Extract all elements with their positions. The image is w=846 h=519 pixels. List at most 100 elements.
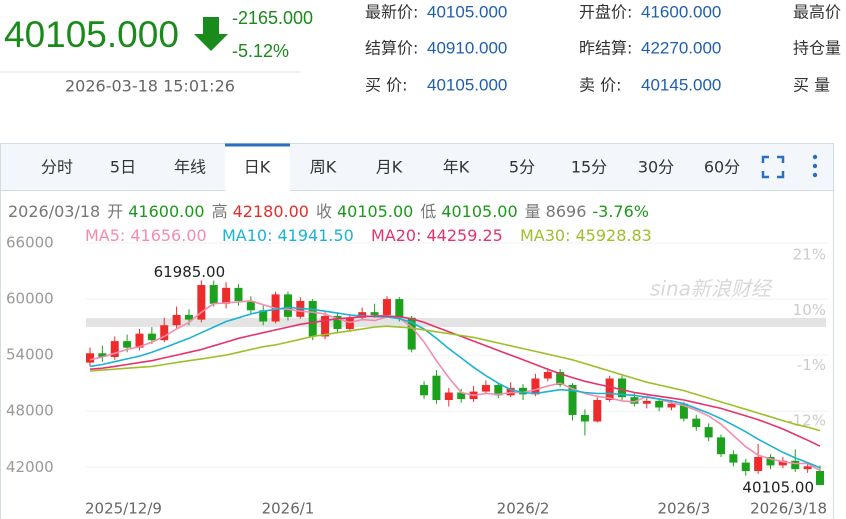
candle-body	[494, 385, 503, 396]
menu-icon[interactable]	[812, 154, 818, 178]
info-item: 低	[420, 202, 436, 221]
legend-name: MA20:	[371, 226, 422, 245]
candle-body	[160, 325, 169, 341]
tab-bar	[0, 143, 834, 191]
candle-body	[172, 314, 181, 326]
tab[interactable]: 5分	[509, 158, 535, 177]
candle-body	[741, 462, 750, 472]
candle-body	[630, 397, 639, 404]
quote-value: 40105.000	[427, 75, 507, 94]
info-item: 8696	[546, 202, 587, 221]
time: 2026-03-18 15:01:26	[65, 77, 235, 96]
legend-name: MA10:	[222, 226, 273, 245]
tab[interactable]: 分时	[41, 158, 73, 177]
candle-body	[308, 300, 317, 337]
legend-name: MA30:	[520, 226, 571, 245]
candle-body	[432, 375, 441, 400]
fullscreen-icon[interactable]	[761, 155, 785, 179]
tab[interactable]: 60分	[704, 158, 740, 177]
candle-body	[816, 471, 824, 485]
tab[interactable]: 日K	[244, 158, 271, 177]
active-tab	[225, 144, 290, 191]
candle-body	[197, 285, 206, 320]
candle-body	[506, 387, 515, 396]
candle-body	[568, 385, 577, 415]
quote-label: 最新价:	[365, 3, 418, 22]
candle-body	[407, 317, 416, 350]
candle-body	[333, 315, 342, 329]
price: 40105.000	[4, 14, 179, 55]
legend-entry: MA10: 41941.50	[222, 226, 354, 245]
candle-body	[234, 287, 243, 301]
candle-body	[593, 399, 602, 422]
quote-label: 持仓量	[793, 39, 841, 58]
candle-body	[457, 392, 466, 400]
tab[interactable]: 5日	[110, 158, 136, 177]
info-item: 2026/03/18	[8, 202, 100, 221]
candle-body	[283, 294, 292, 317]
info-item: 高	[212, 202, 228, 221]
info-item: 开	[107, 202, 123, 221]
candle-body	[420, 385, 429, 396]
candle-body	[679, 403, 688, 419]
candle-body	[98, 353, 107, 358]
candle-body	[395, 299, 404, 318]
quote-value: 42270.000	[641, 38, 721, 57]
candle-body	[556, 371, 565, 386]
highlight-band	[86, 318, 826, 327]
candle-body	[729, 454, 738, 463]
candle-body	[321, 315, 330, 337]
tab[interactable]: 年K	[443, 158, 470, 177]
candle-body	[222, 287, 231, 304]
legend-value: 41941.50	[278, 226, 354, 245]
candle-body	[259, 310, 268, 322]
y-tick-label: 48000	[6, 402, 54, 420]
candle-body	[766, 456, 775, 466]
legend-value: 44259.25	[427, 226, 503, 245]
candle-body	[519, 387, 528, 395]
y2-tick-label: 10%	[793, 301, 826, 319]
x-tick-label: 2026/3	[658, 500, 711, 518]
candle-body	[370, 312, 379, 315]
tab[interactable]: 月K	[376, 158, 403, 177]
candle-body	[382, 299, 391, 315]
change: -2165.000	[232, 8, 313, 28]
quote-value: 40105.000	[427, 2, 507, 21]
tab[interactable]: 年线	[174, 158, 206, 177]
tab[interactable]: 15分	[571, 158, 607, 177]
quote-label: 卖 价:	[579, 76, 621, 95]
candle-body	[123, 341, 132, 348]
candle-body	[531, 378, 540, 395]
legend-entry: MA20: 44259.25	[371, 226, 503, 245]
candle-body	[147, 333, 156, 341]
quote-label: 结算价:	[365, 39, 418, 58]
last-label-bg	[740, 477, 812, 496]
candle-body	[580, 414, 589, 422]
candle-body	[667, 403, 676, 408]
candle-body	[86, 353, 94, 363]
legend-value: 45928.83	[576, 226, 652, 245]
info-item: 收	[316, 202, 332, 221]
ma-line	[89, 315, 821, 447]
quote-label: 买 量	[793, 76, 830, 95]
down-arrow	[194, 17, 228, 51]
candle-body	[345, 317, 354, 329]
info-item: -3.76%	[592, 202, 649, 221]
candle-body	[209, 285, 218, 304]
info-item: 42180.00	[233, 202, 309, 221]
candle-body	[481, 385, 490, 392]
candle-body	[543, 371, 552, 379]
info-item: 40105.00	[441, 202, 517, 221]
tab[interactable]: 30分	[638, 158, 674, 177]
quote-value: 41600.000	[641, 2, 721, 21]
legend-name: MA5:	[85, 226, 125, 245]
quote-value: 40145.000	[641, 75, 721, 94]
candle-body	[135, 333, 144, 348]
candle-body	[717, 437, 726, 455]
candle-body	[618, 378, 627, 398]
tab[interactable]: 周K	[310, 158, 337, 177]
y-tick-label: 42000	[6, 458, 54, 476]
ma-line	[89, 306, 821, 469]
candle-body	[605, 378, 614, 400]
